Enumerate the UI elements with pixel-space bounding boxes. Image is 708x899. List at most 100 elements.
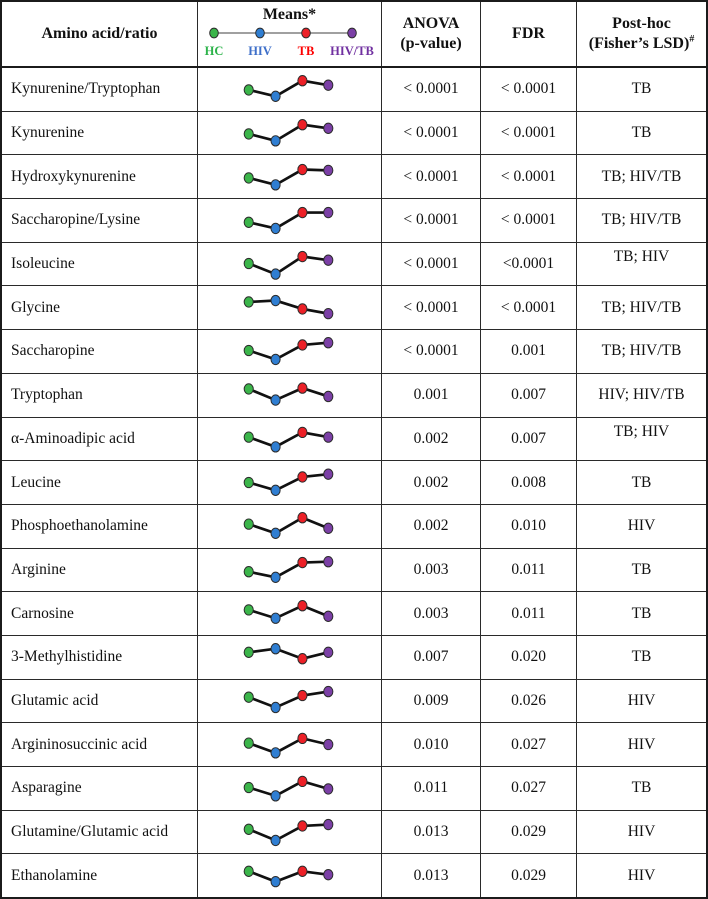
- anova-value: 0.002: [382, 504, 481, 548]
- legend-label-hiv-tb: HIV/TB: [330, 44, 374, 58]
- table-row: Asparagine 0.011 0.027 TB: [2, 767, 706, 811]
- sparkline-svg: [243, 163, 334, 191]
- fdr-value: 0.001: [481, 330, 577, 373]
- posthoc-value: TB: [631, 604, 652, 622]
- means-sparkline-cell: [198, 504, 382, 548]
- table-row: Arginine 0.003 0.011 TB: [2, 548, 706, 593]
- fdr-value: 0.008: [481, 461, 577, 504]
- anova-value: 0.010: [382, 723, 481, 766]
- table-row: Leucine 0.002 0.008 TB: [2, 461, 706, 505]
- amino-acid-name: Phosphoethanolamine: [2, 504, 198, 548]
- anova-value: 0.002: [382, 461, 481, 504]
- amino-acid-name: Glutamine/Glutamic acid: [2, 810, 198, 854]
- table-row: Kynurenine < 0.0001 < 0.0001 TB: [2, 111, 706, 156]
- posthoc-value: TB: [631, 648, 652, 666]
- fdr-value: 0.027: [481, 767, 577, 810]
- table-row: Glutamic acid 0.009 0.026 HIV: [2, 679, 706, 724]
- group-legend: HC HIV TB HIV/TB: [198, 25, 381, 65]
- sparkline-svg: [243, 599, 334, 624]
- posthoc-value: TB: [631, 80, 652, 98]
- amino-acid-name: Saccharopine/Lysine: [2, 199, 198, 242]
- posthoc-footnote-marker: #: [689, 33, 695, 45]
- sparkline-svg: [243, 250, 334, 280]
- posthoc-value: TB; HIV/TB: [601, 342, 682, 360]
- fdr-value: 0.007: [481, 417, 577, 461]
- legend-label-hiv: HIV: [248, 44, 272, 58]
- amino-acid-name: Argininosuccinic acid: [2, 723, 198, 766]
- anova-value: < 0.0001: [382, 68, 481, 111]
- means-sparkline-cell: [198, 373, 382, 417]
- header-posthoc-line2: (Fisher’s LSD)#: [588, 33, 695, 52]
- means-sparkline-cell: [198, 199, 382, 242]
- table-row: Carnosine 0.003 0.011 TB: [2, 592, 706, 636]
- amino-acid-name: α-Aminoadipic acid: [2, 417, 198, 461]
- anova-value: < 0.0001: [382, 155, 481, 199]
- means-sparkline-cell: [198, 854, 382, 898]
- header-fdr: FDR: [481, 2, 577, 66]
- posthoc-value: TB; HIV/TB: [601, 211, 682, 229]
- anova-value: < 0.0001: [382, 286, 481, 330]
- header-amino-acid: Amino acid/ratio: [2, 2, 198, 66]
- posthoc-value: TB; HIV/TB: [601, 167, 682, 185]
- anova-value: 0.007: [382, 635, 481, 679]
- amino-acid-name: Ethanolamine: [2, 854, 198, 898]
- table-row: Kynurenine/Tryptophan < 0.0001 < 0.0001 TB: [2, 68, 706, 112]
- posthoc-value: TB: [631, 560, 652, 578]
- fdr-value: <0.0001: [481, 242, 577, 286]
- anova-value: 0.013: [382, 810, 481, 854]
- sparkline-svg: [243, 468, 334, 496]
- posthoc-value: HIV: [627, 691, 656, 709]
- table-row: Argininosuccinic acid 0.010 0.027 HIV: [2, 723, 706, 767]
- amino-acid-name: Glycine: [2, 286, 198, 330]
- means-sparkline-cell: [198, 286, 382, 330]
- table-row: Saccharopine/Lysine < 0.0001 < 0.0001 TB; H…: [2, 199, 706, 243]
- means-sparkline-cell: [198, 68, 382, 111]
- sparkline-svg: [243, 294, 334, 320]
- fdr-value: 0.011: [481, 548, 577, 592]
- anova-value: 0.013: [382, 854, 481, 898]
- anova-value: 0.003: [382, 548, 481, 592]
- fdr-value: 0.026: [481, 679, 577, 723]
- sparkline-svg: [243, 512, 334, 540]
- posthoc-value: HIV: [627, 866, 656, 884]
- means-sparkline-cell: [198, 767, 382, 810]
- table-row: Isoleucine < 0.0001 <0.0001 TB; HIV: [2, 242, 706, 287]
- sparkline-svg: [243, 382, 334, 406]
- posthoc-value: HIV: [627, 735, 656, 753]
- anova-value: < 0.0001: [382, 330, 481, 373]
- fdr-value: 0.029: [481, 810, 577, 854]
- anova-value: 0.009: [382, 679, 481, 723]
- fdr-value: 0.027: [481, 723, 577, 766]
- amino-acid-name: Tryptophan: [2, 373, 198, 417]
- table-row: Tryptophan 0.001 0.007 HIV; HIV/TB: [2, 373, 706, 418]
- table-row: Saccharopine < 0.0001 0.001 TB; HIV/TB: [2, 330, 706, 374]
- sparkline-svg: [243, 776, 334, 802]
- table-row: Phosphoethanolamine 0.002 0.010 HIV: [2, 504, 706, 549]
- anova-value: 0.011: [382, 767, 481, 810]
- posthoc-value: TB; HIV/TB: [601, 298, 682, 316]
- table-row: Glycine < 0.0001 < 0.0001 TB; HIV/TB: [2, 286, 706, 331]
- header-anova-line2: (p-value): [400, 35, 462, 52]
- fdr-value: < 0.0001: [481, 199, 577, 242]
- amino-acid-name: Leucine: [2, 461, 198, 504]
- means-sparkline-cell: [198, 592, 382, 635]
- legend-label-tb: TB: [297, 44, 314, 58]
- fdr-value: < 0.0001: [481, 68, 577, 111]
- amino-acid-name: Asparagine: [2, 767, 198, 810]
- posthoc-value: HIV: [627, 823, 656, 841]
- fdr-value: 0.010: [481, 504, 577, 548]
- header-posthoc-line1: Post-hoc: [612, 15, 671, 32]
- sparkline-svg: [243, 426, 334, 453]
- amino-acid-name: Kynurenine: [2, 111, 198, 155]
- amino-acid-name: Carnosine: [2, 592, 198, 635]
- posthoc-value: TB; HIV: [613, 247, 670, 265]
- legend-label-hc: HC: [204, 44, 223, 58]
- fdr-value: 0.011: [481, 592, 577, 635]
- means-sparkline-cell: [198, 242, 382, 286]
- anova-value: < 0.0001: [382, 199, 481, 242]
- fdr-value: 0.007: [481, 373, 577, 417]
- sparkline-svg: [243, 119, 334, 147]
- table-row: α-Aminoadipic acid 0.002 0.007 TB; HIV: [2, 417, 706, 462]
- header-means: Means* HC HIV TB HIV/TB: [198, 2, 382, 66]
- posthoc-value: TB: [631, 124, 652, 142]
